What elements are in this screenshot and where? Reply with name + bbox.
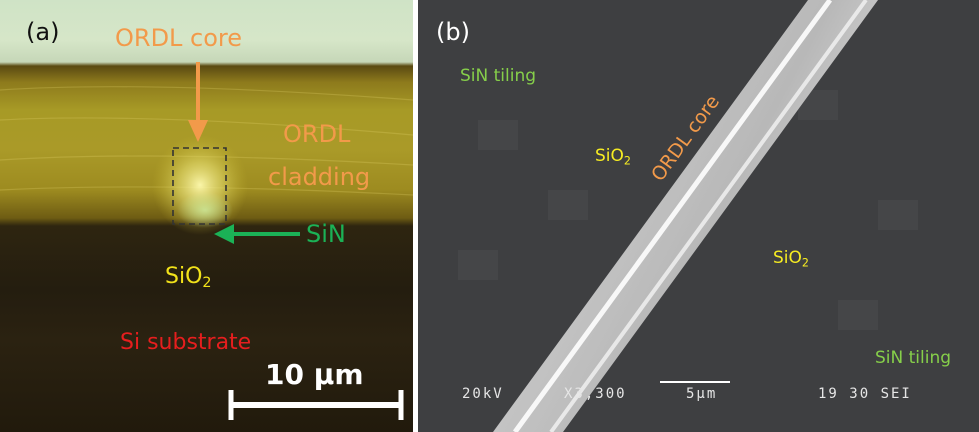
panel-b-label: (b) <box>436 18 470 46</box>
sin-tiling-label-bottom: SiN tiling <box>875 348 952 368</box>
scale-bar-label: 10 μm <box>265 358 364 391</box>
sin-label: SiN <box>306 220 346 248</box>
sem-info: 19 30 SEI <box>818 386 912 402</box>
sem-background <box>458 0 918 432</box>
core-dashed-box <box>172 147 227 225</box>
ordl-cladding-label-line2: cladding <box>268 163 371 191</box>
sem-scale-label: 5μm <box>686 386 718 402</box>
sio2-label-right: SiO2 <box>773 248 809 270</box>
sio2-label-left: SiO2 <box>595 146 631 168</box>
sio2-label: SiO2 <box>165 264 212 291</box>
si-substrate-label: Si substrate <box>120 330 252 355</box>
sin-tiling-label-top: SiN tiling <box>460 66 537 86</box>
ordl-cladding-label-line1: ORDL <box>283 120 351 148</box>
ordl-core-waveguide <box>493 0 878 432</box>
panel-b-sem-image: (b) SiN tiling SiO2 SiO2 ORDL core SiN t… <box>418 0 979 432</box>
sem-magnification: X3,300 <box>564 386 627 402</box>
micrograph-background <box>0 62 413 420</box>
ordl-core-label: ORDL core <box>115 24 243 52</box>
sem-voltage: 20kV <box>462 386 504 402</box>
panel-a-label: (a) <box>26 18 60 46</box>
panel-a-micrograph: (a) ORDL core ORDL cladding SiN SiO2 Si … <box>0 0 413 432</box>
